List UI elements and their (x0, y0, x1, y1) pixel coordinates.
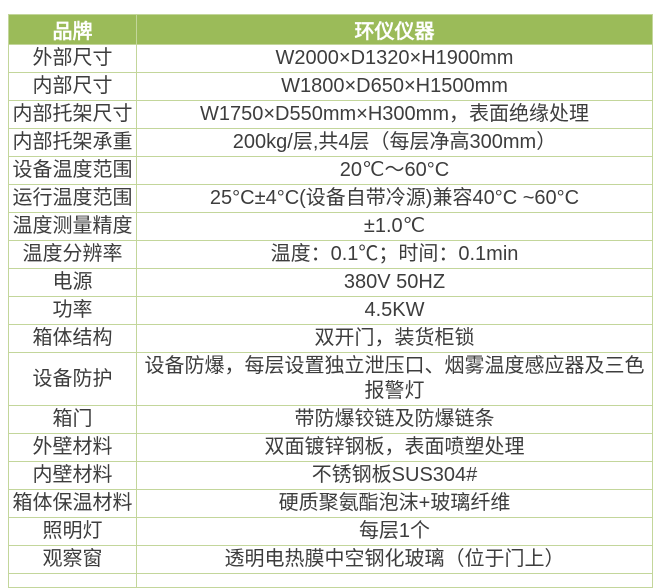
table-row: 箱体保温材料 硬质聚氨酯泡沫+玻璃纤维 (8, 489, 653, 518)
spec-row-label: 设备防护 (8, 352, 137, 406)
table-row: 内部托架尺寸 W1750×D550mm×H300mm，表面绝缘处理 (8, 100, 653, 129)
table-row: 电源 380V 50HZ (8, 268, 653, 297)
table-row: 照明灯 每层1个 (8, 517, 653, 546)
spec-row-value: 双面镀锌钢板，表面喷塑处理 (136, 433, 653, 462)
spec-row-label: 电源 (8, 268, 137, 297)
table-row: 内壁材料 不锈钢板SUS304# (8, 461, 653, 490)
product-spec-table: 品牌 环仪仪器 外部尺寸 W2000×D1320×H1900mm 内部尺寸 W1… (8, 14, 653, 588)
table-row: 内部托架承重 200kg/层,共4层（每层净高300mm） (8, 128, 653, 157)
table-row-empty-partial (8, 573, 653, 588)
spec-row-value: 透明电热膜中空钢化玻璃（位于门上） (136, 545, 653, 574)
spec-row-label: 温度测量精度 (8, 212, 137, 241)
spec-row-value: W2000×D1320×H1900mm (136, 44, 653, 73)
table-row: 箱体结构 双开门，装货柜锁 (8, 324, 653, 353)
spec-row-label: 箱门 (8, 405, 137, 434)
spec-row-value: 每层1个 (136, 517, 653, 546)
spec-row-value: 温度：0.1℃；时间：0.1min (136, 240, 653, 269)
spec-row-value: 设备防爆，每层设置独立泄压口、烟雾温度感应器及三色报警灯 (136, 352, 653, 406)
spec-row-value: 25°C±4°C(设备自带冷源)兼容40°C ~60°C (136, 184, 653, 213)
table-row: 温度分辨率 温度：0.1℃；时间：0.1min (8, 240, 653, 269)
spec-row-value: 硬质聚氨酯泡沫+玻璃纤维 (136, 489, 653, 518)
spec-row-value: 双开门，装货柜锁 (136, 324, 653, 353)
spec-header-row: 品牌 环仪仪器 (8, 14, 653, 45)
spec-row-label: 温度分辨率 (8, 240, 137, 269)
table-row: 观察窗 透明电热膜中空钢化玻璃（位于门上） (8, 545, 653, 574)
spec-row-label: 照明灯 (8, 517, 137, 546)
spec-row-label: 运行温度范围 (8, 184, 137, 213)
spec-row-label: 箱体结构 (8, 324, 137, 353)
spec-row-value: 380V 50HZ (136, 268, 653, 297)
spec-row-label: 内壁材料 (8, 461, 137, 490)
spec-row-label: 设备温度范围 (8, 156, 137, 185)
spec-row-label: 外壁材料 (8, 433, 137, 462)
spec-row-value: 200kg/层,共4层（每层净高300mm） (136, 128, 653, 157)
spec-row-label: 内部尺寸 (8, 72, 137, 101)
table-row: 设备温度范围 20℃～60°C (8, 156, 653, 185)
spec-row-label: 功率 (8, 296, 137, 325)
spec-row-label: 箱体保温材料 (8, 489, 137, 518)
table-row: 功率 4.5KW (8, 296, 653, 325)
spec-row-value: W1750×D550mm×H300mm，表面绝缘处理 (136, 100, 653, 129)
spec-row-value: W1800×D650×H1500mm (136, 72, 653, 101)
spec-row-label: 观察窗 (8, 545, 137, 574)
table-row: 温度测量精度 ±1.0℃ (8, 212, 653, 241)
brand-header-value: 环仪仪器 (136, 14, 653, 45)
table-row: 箱门 带防爆铰链及防爆链条 (8, 405, 653, 434)
spec-row-label: 内部托架尺寸 (8, 100, 137, 129)
spec-row-value: 4.5KW (136, 296, 653, 325)
table-row: 外部尺寸 W2000×D1320×H1900mm (8, 44, 653, 73)
table-row: 运行温度范围 25°C±4°C(设备自带冷源)兼容40°C ~60°C (8, 184, 653, 213)
brand-header-label: 品牌 (8, 14, 137, 45)
table-row: 外壁材料 双面镀锌钢板，表面喷塑处理 (8, 433, 653, 462)
spec-row-label: 内部托架承重 (8, 128, 137, 157)
spec-row-label (8, 573, 137, 588)
spec-row-value: 不锈钢板SUS304# (136, 461, 653, 490)
spec-row-label: 外部尺寸 (8, 44, 137, 73)
spec-row-value: 20℃～60°C (136, 156, 653, 185)
table-row: 内部尺寸 W1800×D650×H1500mm (8, 72, 653, 101)
spec-row-value: 带防爆铰链及防爆链条 (136, 405, 653, 434)
spec-row-value (136, 573, 653, 588)
spec-row-value: ±1.0℃ (136, 212, 653, 241)
table-row: 设备防护 设备防爆，每层设置独立泄压口、烟雾温度感应器及三色报警灯 (8, 352, 653, 406)
